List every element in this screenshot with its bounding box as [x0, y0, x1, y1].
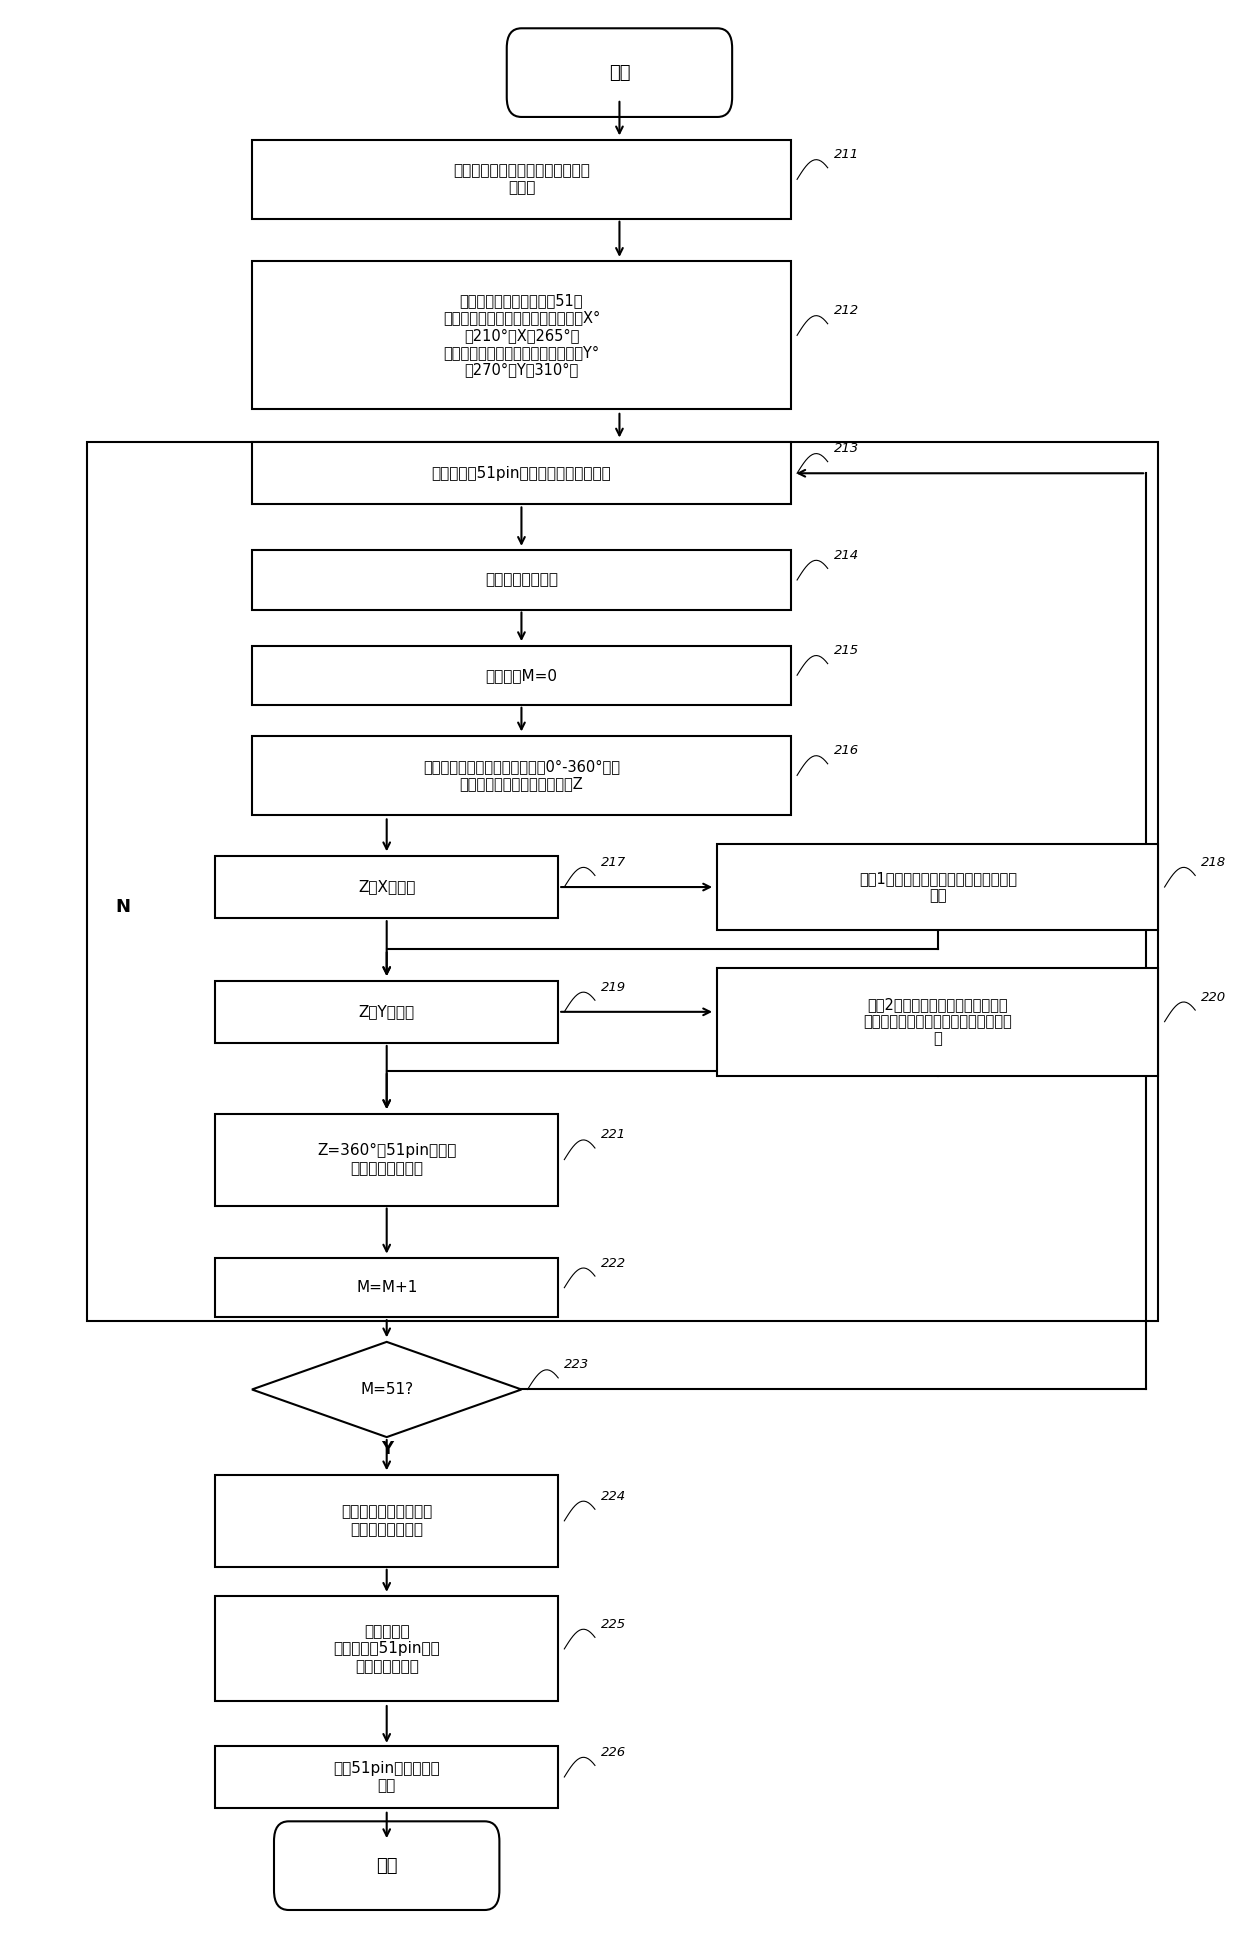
FancyBboxPatch shape [216, 855, 558, 919]
Text: 插针数量M=0: 插针数量M=0 [485, 668, 558, 683]
Text: 启动主轴电机转动: 启动主轴电机转动 [485, 573, 558, 588]
FancyBboxPatch shape [252, 261, 791, 408]
Text: 221: 221 [601, 1128, 626, 1142]
FancyBboxPatch shape [252, 735, 791, 815]
FancyBboxPatch shape [274, 1821, 500, 1910]
Text: 主轴电机停止转动，一
个半成品插针结束: 主轴电机停止转动，一 个半成品插针结束 [341, 1505, 433, 1536]
Text: 中断1：拨料电机从插针料带上取下一个
插针: 中断1：拨料电机从插针料带上取下一个 插针 [859, 871, 1017, 904]
FancyBboxPatch shape [216, 981, 558, 1043]
Text: Y: Y [381, 1440, 393, 1457]
Text: 224: 224 [601, 1490, 626, 1503]
FancyBboxPatch shape [216, 1596, 558, 1701]
FancyBboxPatch shape [252, 646, 791, 704]
Text: 213: 213 [833, 441, 859, 455]
Text: 结束: 结束 [376, 1858, 398, 1875]
Text: Z在X范围内: Z在X范围内 [358, 880, 415, 894]
Text: 拨料电机将
插针完成的51pin连接
器送到拨料后位: 拨料电机将 插针完成的51pin连接 器送到拨料后位 [334, 1623, 440, 1674]
Text: 211: 211 [833, 149, 859, 161]
Text: 设定主轴电机转动圈数为51圈
预先设定拨料电机的转动角度范围为X°
（210°＜X＜265°）
预先设定拨料电机的转动角度范围为Y°
（270°＜Y＜310°）: 设定主轴电机转动圈数为51圈 预先设定拨料电机的转动角度范围为X° （210°＜… [443, 292, 600, 377]
Text: 开始: 开始 [609, 64, 630, 81]
Text: 中断2：控制所述步进电机将半成品
步进一个插针的距离到下一个待插针位
置: 中断2：控制所述步进电机将半成品 步进一个插针的距离到下一个待插针位 置 [863, 997, 1012, 1047]
Text: 220: 220 [1202, 991, 1226, 1004]
FancyBboxPatch shape [252, 550, 791, 610]
Text: N: N [115, 898, 131, 915]
Text: 226: 226 [601, 1745, 626, 1759]
Text: M=51?: M=51? [360, 1382, 413, 1397]
Text: Z=360°，51pin针连接
器的一个插针完成: Z=360°，51pin针连接 器的一个插针完成 [317, 1144, 456, 1176]
FancyBboxPatch shape [718, 968, 1158, 1076]
Text: 216: 216 [833, 745, 859, 757]
Text: 215: 215 [833, 644, 859, 658]
Text: 214: 214 [833, 550, 859, 561]
Text: 设置一主轴电机、一拨料电机和步
进电机: 设置一主轴电机、一拨料电机和步 进电机 [453, 163, 590, 195]
FancyBboxPatch shape [252, 441, 791, 505]
FancyBboxPatch shape [507, 29, 732, 116]
Polygon shape [252, 1341, 522, 1438]
Text: Z在Y范围内: Z在Y范围内 [358, 1004, 414, 1020]
Text: 223: 223 [564, 1358, 589, 1372]
Text: 222: 222 [601, 1256, 626, 1269]
Text: 在主轴电机的每个转动周期内（0°-360°），
实时检测主轴电机的转动角度Z: 在主轴电机的每个转动周期内（0°-360°）， 实时检测主轴电机的转动角度Z [423, 759, 620, 791]
Text: 217: 217 [601, 855, 626, 869]
FancyBboxPatch shape [216, 1474, 558, 1567]
FancyBboxPatch shape [216, 1115, 558, 1206]
Text: 所有51pin连接器插针
完成: 所有51pin连接器插针 完成 [334, 1761, 440, 1794]
Text: 225: 225 [601, 1618, 626, 1631]
Text: M=M+1: M=M+1 [356, 1281, 418, 1295]
Text: 219: 219 [601, 981, 626, 995]
FancyBboxPatch shape [216, 1745, 558, 1807]
FancyBboxPatch shape [216, 1258, 558, 1318]
Text: 218: 218 [1202, 855, 1226, 869]
FancyBboxPatch shape [252, 139, 791, 219]
FancyBboxPatch shape [718, 844, 1158, 929]
Text: 212: 212 [833, 304, 859, 317]
Text: 拨料电机将51pin针连接器送到插针位置: 拨料电机将51pin针连接器送到插针位置 [432, 466, 611, 480]
